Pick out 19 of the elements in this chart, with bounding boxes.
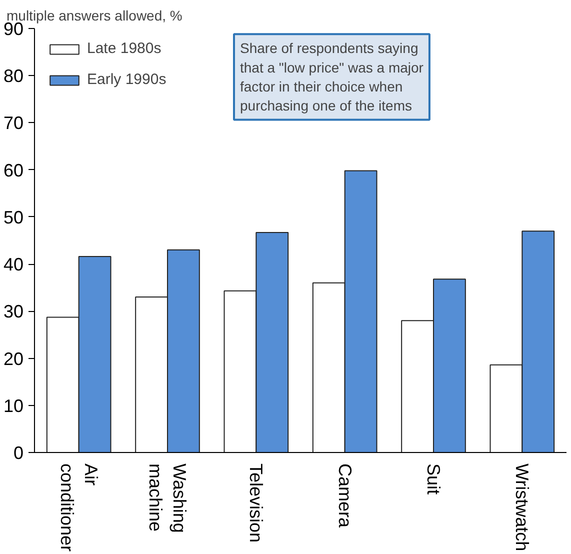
y-tick-label: 30 (3, 302, 24, 322)
x-tick-label: Camera (334, 464, 355, 529)
x-tick-label: Washing machine (146, 464, 190, 533)
y-tick-label: 80 (3, 66, 24, 86)
y-tick-label: 10 (3, 396, 24, 416)
legend-label: Late 1980s (87, 40, 162, 57)
x-tick-label: Suit (424, 464, 444, 495)
y-axis-title: multiple answers allowed, % (6, 8, 182, 24)
x-tick-label: Air conditioner (56, 464, 101, 552)
x-tick-label: Wristwatch (512, 464, 532, 552)
y-tick-label: 70 (3, 113, 24, 134)
x-tick-label: Television (246, 464, 266, 543)
y-tick-label: 40 (3, 254, 24, 275)
legend-label: Early 1990s (87, 71, 166, 88)
annotation: Share of respondents saying that a "low price" was a major factor in their choice when purchasing one of the items (240, 40, 424, 114)
y-tick-label: 0 (13, 443, 24, 463)
y-tick-label: 50 (3, 207, 24, 228)
y-tick-label: 60 (3, 160, 24, 180)
y-tick-label: 20 (3, 348, 24, 369)
